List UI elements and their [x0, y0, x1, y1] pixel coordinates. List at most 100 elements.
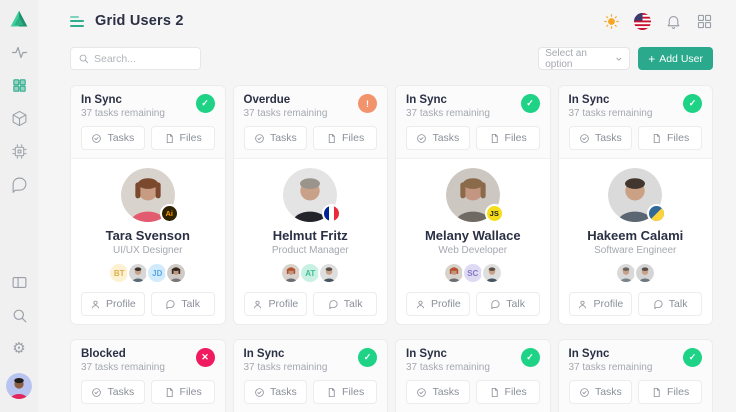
team-member-initials: AT: [299, 262, 322, 284]
status-badge-icon: ✓: [683, 94, 702, 113]
page-header: Grid Users 2: [70, 10, 713, 32]
us-flag-icon[interactable]: [633, 12, 651, 30]
check-circle-icon: [417, 387, 427, 397]
user-avatar: Ai: [120, 168, 179, 223]
talk-button[interactable]: Talk: [150, 292, 215, 316]
profile-button[interactable]: Profile: [243, 292, 308, 316]
status-badge-icon: ✓: [520, 94, 540, 113]
tasks-button[interactable]: Tasks: [81, 380, 145, 404]
team-avatars: AT: [280, 262, 341, 284]
card-status: Blocked: [81, 348, 126, 360]
skill-badge: Ai: [159, 204, 179, 223]
tasks-button[interactable]: Tasks: [568, 380, 633, 404]
person-icon: [579, 300, 587, 308]
check-circle-icon: [580, 133, 589, 143]
file-icon: [166, 387, 173, 397]
card-status-section: In Sync 37 tasks remaining ✓ Tasks Files: [233, 340, 387, 412]
profile-button[interactable]: Profile: [81, 292, 145, 316]
tasks-button[interactable]: Tasks: [243, 380, 308, 404]
hamburger-menu-icon[interactable]: [70, 15, 84, 27]
sun-theme-icon[interactable]: [602, 12, 620, 30]
search-input[interactable]: [94, 52, 193, 65]
cube-icon[interactable]: [10, 109, 28, 127]
bell-icon[interactable]: [664, 12, 682, 30]
chat-bubble-icon: [166, 299, 175, 309]
user-avatar: [283, 168, 342, 223]
sidebar-bottom-nav: ⚙: [10, 273, 28, 357]
card-status: In Sync: [81, 94, 122, 106]
search-box[interactable]: [70, 47, 201, 70]
chat-bubble-icon: [491, 299, 500, 309]
status-badge-icon: ✓: [520, 348, 540, 367]
tasks-remaining: 37 tasks remaining: [406, 362, 490, 373]
files-button[interactable]: Files: [638, 126, 702, 150]
profile-button[interactable]: Profile: [568, 292, 633, 316]
tasks-remaining: 37 tasks remaining: [243, 362, 328, 373]
check-circle-icon: [255, 387, 264, 397]
files-button[interactable]: Files: [475, 380, 540, 404]
user-card: In Sync 37 tasks remaining ✓ Tasks Files: [557, 339, 713, 412]
activity-icon[interactable]: [10, 43, 28, 61]
header-actions: [602, 12, 713, 30]
card-status-section: In Sync 37 tasks remaining ✓ Tasks Files: [396, 86, 550, 159]
apps-grid-icon[interactable]: [695, 12, 713, 30]
user-role: Product Manager: [271, 245, 349, 256]
file-icon: [491, 387, 498, 397]
cpu-icon[interactable]: [10, 142, 28, 160]
files-button[interactable]: Files: [150, 380, 215, 404]
talk-button[interactable]: Talk: [638, 292, 702, 316]
card-status: Overdue: [243, 94, 291, 106]
chat-bubble-icon: [654, 299, 663, 309]
card-status: In Sync: [568, 348, 610, 360]
card-status: In Sync: [568, 94, 610, 106]
tasks-button[interactable]: Tasks: [406, 126, 470, 150]
plus-icon: +: [648, 51, 656, 66]
app-logo-triangle[interactable]: [9, 9, 29, 29]
person-icon: [254, 300, 262, 308]
files-button[interactable]: Files: [313, 126, 377, 150]
user-name: Hakeem Calami: [587, 228, 684, 243]
team-member-initials: BT: [108, 262, 131, 284]
columns-layout-icon[interactable]: [10, 273, 28, 291]
files-button[interactable]: Files: [313, 380, 377, 404]
check-circle-icon: [92, 133, 102, 143]
sidebar-nav: [10, 43, 28, 193]
user-role: Web Developer: [438, 245, 508, 256]
profile-button[interactable]: Profile: [406, 292, 470, 316]
user-card: In Sync 37 tasks remaining ✓ Tasks Files…: [557, 85, 713, 325]
files-button[interactable]: Files: [150, 126, 215, 150]
search-icon[interactable]: [10, 306, 28, 324]
main-area: Grid Users 2 Select an option: [38, 0, 736, 412]
card-status-section: In Sync 37 tasks remaining ✓ Tasks Files: [558, 86, 712, 159]
sidebar-user-avatar[interactable]: [6, 373, 32, 399]
card-status-section: In Sync 37 tasks remaining ✓ Tasks Files: [396, 340, 550, 412]
tasks-button[interactable]: Tasks: [243, 126, 308, 150]
status-badge-icon: ✓: [683, 348, 702, 367]
check-circle-icon: [417, 133, 427, 143]
chat-icon[interactable]: [10, 175, 28, 193]
user-avatar: [608, 168, 667, 223]
files-button[interactable]: Files: [638, 380, 702, 404]
files-button[interactable]: Files: [475, 126, 540, 150]
page-title: Grid Users 2: [95, 13, 184, 29]
file-icon: [653, 133, 660, 143]
check-circle-icon: [580, 387, 589, 397]
settings-gear-icon[interactable]: ⚙: [12, 339, 26, 357]
user-role: UI/UX Designer: [113, 245, 183, 256]
tasks-button[interactable]: Tasks: [568, 126, 633, 150]
talk-button[interactable]: Talk: [475, 292, 540, 316]
tasks-remaining: 37 tasks remaining: [568, 362, 653, 373]
card-status-section: Blocked 37 tasks remaining ✕ Tasks Files: [71, 340, 225, 412]
skill-badge: JS: [484, 204, 504, 223]
talk-button[interactable]: Talk: [313, 292, 377, 316]
tasks-button[interactable]: Tasks: [81, 126, 145, 150]
user-card: Overdue 37 tasks remaining ! Tasks Files…: [232, 85, 388, 325]
dashboard-grid-icon[interactable]: [10, 76, 28, 94]
team-avatars: BT JD: [108, 262, 188, 284]
add-user-button[interactable]: + Add User: [638, 47, 713, 70]
filter-select[interactable]: Select an option: [538, 47, 631, 70]
file-icon: [328, 133, 335, 143]
skill-badge: [322, 204, 342, 223]
select-value: Select an option: [545, 47, 587, 70]
tasks-button[interactable]: Tasks: [406, 380, 470, 404]
